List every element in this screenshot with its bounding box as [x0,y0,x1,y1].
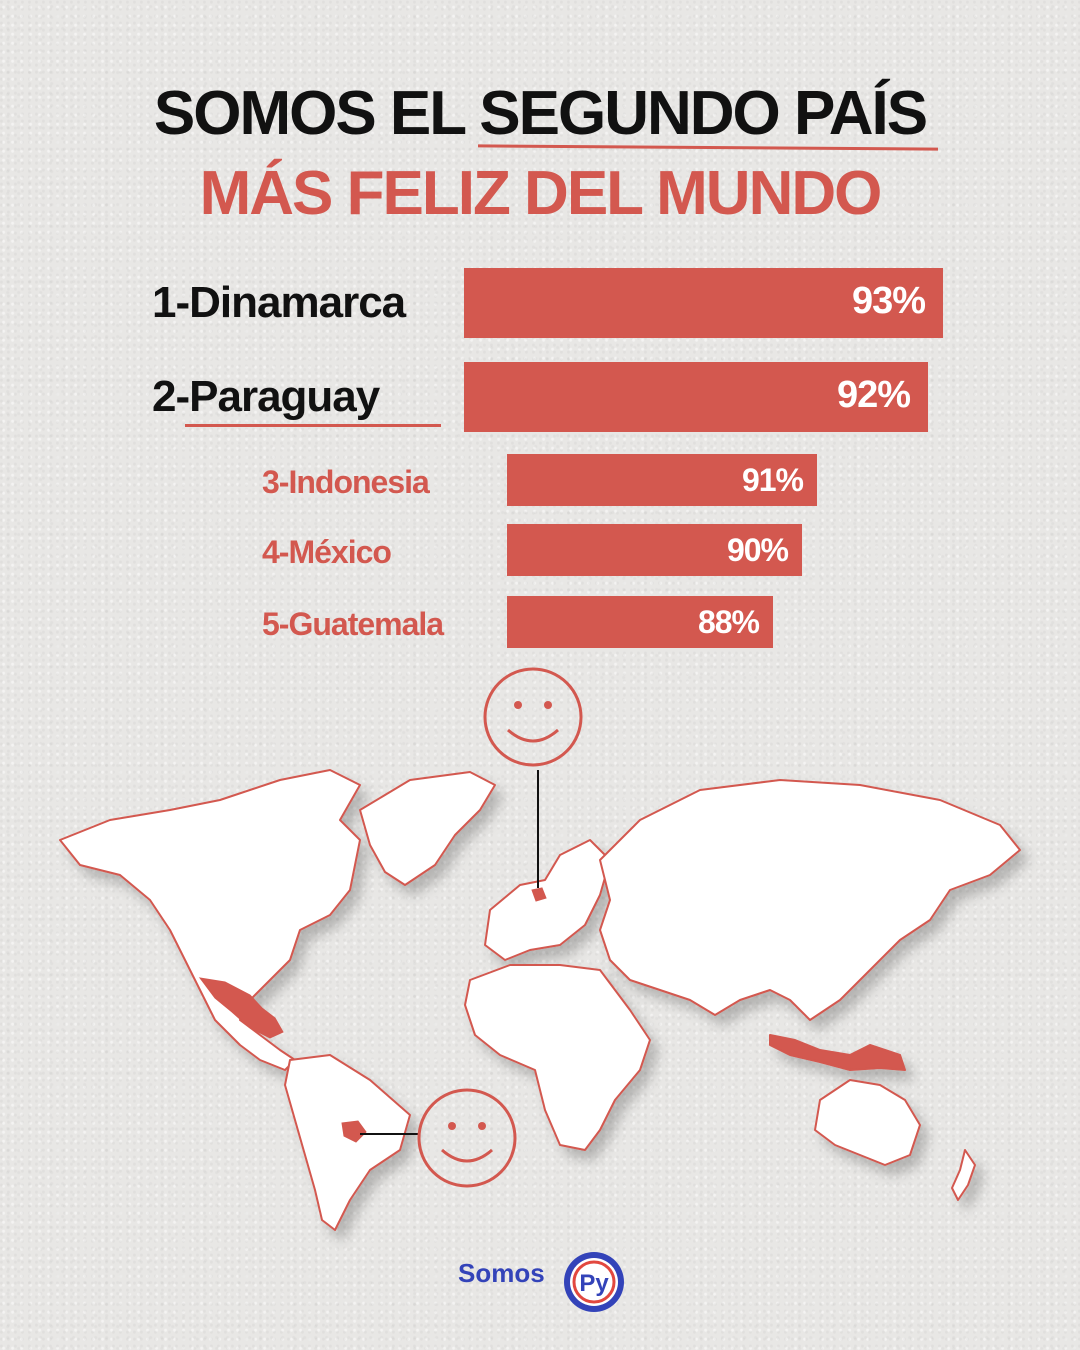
bar-4 [507,524,802,576]
paraguay [341,1120,367,1143]
bar-value-label-5: 88% [697,604,760,640]
asia [599,779,1021,1021]
bar-2 [464,362,928,432]
brand-name: Somos [458,1258,545,1288]
greenland [359,771,496,886]
category-label-4: 4-México [262,534,392,570]
bar-3 [507,454,817,506]
south-america [284,1054,411,1231]
bar-5 [507,596,773,648]
africa [464,964,651,1151]
smiley-icon [417,1088,517,1188]
bar-1 [464,268,943,338]
europe [484,839,611,961]
north-america [59,769,361,1071]
bar-value-label-1: 93% [851,280,926,322]
mexico-guatemala [198,977,284,1039]
highlight-underline [185,424,441,427]
category-label-2: 2-Paraguay [152,372,380,421]
bar-value-label-2: 92% [836,374,911,416]
category-label-5: 5-Guatemala [262,606,444,642]
australia [814,1079,921,1166]
brand-badge-icon: Py [564,1252,624,1312]
bar-value-label-4: 90% [726,532,789,568]
title-line-2: MÁS FELIZ DEL MUNDO [199,159,883,228]
denmark [531,887,547,902]
new-zealand [951,1149,976,1201]
brand-badge-text: Py [579,1270,609,1297]
title-line-1: SOMOS EL SEGUNDO PAÍS [0,78,1080,149]
title-line-1-part-2: SEGUNDO PAÍS [479,79,928,148]
bar-value-label-3: 91% [741,462,804,498]
bar-chart: 93% 1-Dinamarca 92% 2-Paraguay 91% 3-Indonesi… [0,0,1080,660]
category-label-3: 3-Indonesia [262,464,430,500]
title-line-1-part-1: SOMOS EL [153,79,480,148]
indonesia [769,1034,906,1071]
world-map [59,667,1021,1231]
category-label-1: 1-Dinamarca [152,278,406,327]
smiley-icon [483,667,583,767]
